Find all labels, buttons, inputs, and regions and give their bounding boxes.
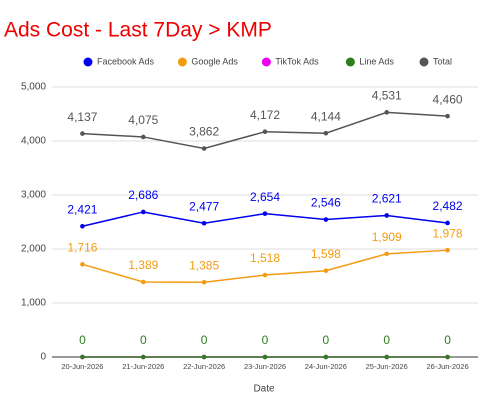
data-point xyxy=(323,354,329,360)
data-label: 0 xyxy=(383,333,390,347)
y-tick-label: 0 xyxy=(40,352,46,363)
x-axis-title: Date xyxy=(253,384,275,395)
data-label: 2,654 xyxy=(250,190,280,204)
data-label: 1,389 xyxy=(128,258,158,272)
data-point xyxy=(384,110,390,115)
data-point xyxy=(445,220,450,226)
data-point xyxy=(445,247,450,253)
data-label: 2,621 xyxy=(372,192,402,206)
data-label: 1,518 xyxy=(250,251,280,265)
data-point xyxy=(201,354,207,360)
data-label: 1,716 xyxy=(67,241,97,255)
data-label: 2,686 xyxy=(128,188,158,202)
data-point xyxy=(201,220,207,226)
legend-label: Google Ads xyxy=(191,56,238,66)
data-point xyxy=(323,130,329,136)
data-point xyxy=(80,354,85,360)
y-tick-label: 2,000 xyxy=(21,244,46,255)
legend-marker xyxy=(261,57,271,67)
data-point xyxy=(262,272,268,278)
data-label: 0 xyxy=(79,333,86,347)
data-point xyxy=(140,209,146,215)
data-point xyxy=(201,279,207,285)
y-tick-label: 4,000 xyxy=(21,136,46,147)
data-label: 1,385 xyxy=(189,258,219,272)
x-tick-label: 25-Jun-2026 xyxy=(366,362,408,371)
data-point xyxy=(201,146,207,151)
legend-label: Line Ads xyxy=(359,56,394,66)
data-label: 4,137 xyxy=(67,110,97,124)
data-label: 0 xyxy=(140,333,147,347)
data-label: 4,531 xyxy=(372,88,402,102)
data-label: 3,862 xyxy=(189,125,219,139)
legend-marker xyxy=(177,57,187,67)
x-tick-label: 21-Jun-2026 xyxy=(122,362,164,371)
legend-label: Total xyxy=(433,56,452,66)
data-point xyxy=(262,211,268,216)
data-label: 2,546 xyxy=(311,196,341,210)
x-tick-label: 20-Jun-2026 xyxy=(61,362,103,371)
data-point xyxy=(323,217,329,222)
data-point xyxy=(262,354,268,360)
legend-marker xyxy=(419,57,429,67)
data-label: 0 xyxy=(444,333,451,347)
legend-marker xyxy=(345,57,355,67)
data-label: 1,978 xyxy=(433,226,463,240)
data-point xyxy=(384,354,390,360)
data-point xyxy=(80,223,85,229)
data-label: 0 xyxy=(262,333,269,347)
data-label: 4,075 xyxy=(128,113,158,127)
data-point xyxy=(140,354,146,360)
data-point xyxy=(384,251,390,257)
data-point xyxy=(323,268,329,274)
data-point xyxy=(140,279,146,285)
data-label: 4,144 xyxy=(311,109,341,123)
data-point xyxy=(262,129,268,135)
x-tick-label: 23-Jun-2026 xyxy=(244,362,286,371)
data-label: 4,460 xyxy=(433,92,463,106)
y-tick-label: 3,000 xyxy=(21,190,46,201)
data-label: 0 xyxy=(201,333,208,347)
x-tick-label: 24-Jun-2026 xyxy=(305,362,347,371)
x-tick-label: 26-Jun-2026 xyxy=(427,362,469,371)
data-point xyxy=(80,131,85,136)
data-label: 2,421 xyxy=(67,202,97,216)
legend-label: TikTok Ads xyxy=(275,56,319,66)
x-tick-label: 22-Jun-2026 xyxy=(183,362,225,371)
chart-title: Ads Cost - Last 7Day > KMP xyxy=(4,19,272,42)
y-tick-label: 1,000 xyxy=(21,298,46,309)
data-point xyxy=(384,213,390,218)
data-label: 4,172 xyxy=(250,108,280,122)
data-label: 1,598 xyxy=(311,247,341,261)
data-label: 2,482 xyxy=(433,199,463,213)
legend-label: Facebook Ads xyxy=(97,56,155,66)
data-label: 1,909 xyxy=(372,230,402,244)
data-label: 0 xyxy=(323,333,330,347)
legend-marker xyxy=(83,57,93,67)
data-point xyxy=(445,113,450,119)
data-point xyxy=(80,262,85,267)
y-tick-label: 5,000 xyxy=(21,82,46,93)
data-point xyxy=(140,134,146,140)
data-point xyxy=(445,354,450,360)
data-label: 2,477 xyxy=(189,199,219,213)
